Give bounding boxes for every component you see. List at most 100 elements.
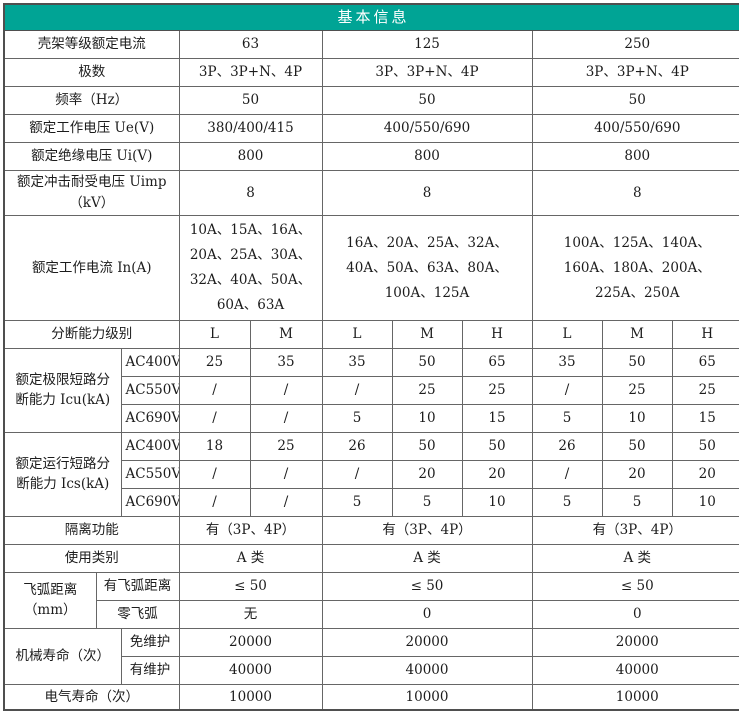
value-cell: 35 [321,347,393,377]
value-cell: 50 [671,431,739,461]
value-cell: 3P、3P+N、4P [321,58,533,88]
sub-label: 有飞弧距离 [95,571,180,601]
row-label: 使用类别 [3,543,180,573]
value-cell: 0 [321,599,533,629]
value-cell: / [178,487,251,517]
value-cell: 50 [391,347,463,377]
row-frame-current: 壳架等级额定电流 63 125 250 [3,30,739,60]
value-cell: 5 [531,403,603,433]
value-cell: / [249,403,323,433]
value-cell: 400/550/690 [531,114,739,144]
value-cell: 10000 [178,683,323,711]
row-ics-ac550: AC550V / / / 20 20 / 20 20 [4,459,739,489]
row-ui: 额定绝缘电压 Ui(V) 800 800 800 [3,142,739,172]
value-cell: 10 [461,487,533,517]
value-cell: 5 [321,403,393,433]
value-cell: / [178,403,251,433]
value-cell: 8 [321,170,533,217]
group-label-arc: 飞弧距离 （mm） [3,571,97,629]
value-cell: 400/550/690 [321,114,533,144]
level-cell: L [531,319,603,349]
row-label: 额定工作电流 In(A) [3,215,180,321]
spec-table: 基本信息 壳架等级额定电流 63 125 250 极数 3P、3P+N、4P 3… [3,3,739,711]
value-cell: 25 [178,347,251,377]
row-label: 电气寿命（次） [3,683,180,711]
row-rated-current: 额定工作电流 In(A) 10A、15A、16A、20A、25A、30A、32A… [3,215,739,321]
level-cell: L [178,319,251,349]
table-title: 基本信息 [3,3,739,32]
value-cell: 50 [461,431,533,461]
value-cell: / [178,459,251,489]
value-cell: 10 [671,487,739,517]
sub-label: AC400V [120,347,180,377]
level-cell: L [321,319,393,349]
value-cell: 25 [391,375,463,405]
row-label: 隔离功能 [3,515,180,545]
value-cell: 250 [531,30,739,60]
value-cell: 100A、125A、140A、160A、180A、200A、225A、250A [531,215,739,321]
value-cell: 16A、20A、25A、32A、40A、50A、63A、80A、100A、125… [321,215,533,321]
row-label: 额定冲击耐受电压 Uimp （kV） [3,170,180,217]
row-arc-distance: 飞弧距离 （mm） 有飞弧距离 ≤ 50 ≤ 50 ≤ 50 [3,571,739,629]
group-label-icu: 额定极限短路分断能力 Icu(kA) [3,347,122,433]
value-cell: ≤ 50 [531,571,739,601]
value-cell: 20000 [321,627,533,657]
value-cell: 3P、3P+N、4P [178,58,323,88]
value-cell: 26 [531,431,603,461]
value-cell: 50 [321,86,533,116]
row-category: 使用类别 A 类 A 类 A 类 [3,543,739,573]
value-cell: 3P、3P+N、4P [531,58,739,88]
group-label-mech-life: 机械寿命（次） [3,627,122,685]
value-cell: 0 [531,599,739,629]
row-zero-arc: 零飞弧 无 0 0 [4,599,739,629]
value-cell: 63 [178,30,323,60]
value-cell: / [321,375,393,405]
value-cell: 10A、15A、16A、20A、25A、30A、32A、40A、50A、60A、… [178,215,323,321]
value-cell: / [178,375,251,405]
level-cell: M [391,319,463,349]
value-cell: 25 [671,375,739,405]
value-cell: / [249,459,323,489]
row-ue: 额定工作电压 Ue(V) 380/400/415 400/550/690 400… [3,114,739,144]
value-cell: / [531,459,603,489]
value-cell: 5 [391,487,463,517]
level-cell: H [461,319,533,349]
row-label: 额定工作电压 Ue(V) [3,114,180,144]
sub-label: 有维护 [120,655,180,685]
value-cell: 8 [531,170,739,217]
value-cell: A 类 [321,543,533,573]
row-label: 额定绝缘电压 Ui(V) [3,142,180,172]
value-cell: 18 [178,431,251,461]
level-cell: M [249,319,323,349]
value-cell: 65 [461,347,533,377]
value-cell: 有（3P、4P） [178,515,323,545]
sub-label: AC690V [120,487,180,517]
value-cell: ≤ 50 [178,571,323,601]
value-cell: 10000 [321,683,533,711]
table-header-row: 基本信息 [3,3,739,32]
level-cell: M [601,319,673,349]
row-frequency: 频率（Hz） 50 50 50 [3,86,739,116]
value-cell: 50 [391,431,463,461]
level-cell: H [671,319,739,349]
value-cell: 65 [671,347,739,377]
value-cell: 26 [321,431,393,461]
value-cell: / [321,459,393,489]
sub-label: AC550V [120,375,180,405]
row-label: 壳架等级额定电流 [3,30,180,60]
value-cell: 40000 [321,655,533,685]
sub-label: 零飞弧 [95,599,180,629]
row-elec-life: 电气寿命（次） 10000 10000 10000 [3,683,739,711]
value-cell: 50 [531,86,739,116]
value-cell: 10000 [531,683,739,711]
value-cell: 800 [531,142,739,172]
row-ics-ac690: AC690V / / 5 5 10 5 5 10 [4,487,739,517]
value-cell: 有（3P、4P） [531,515,739,545]
row-label: 极数 [3,58,180,88]
value-cell: 380/400/415 [178,114,323,144]
sub-label: AC550V [120,459,180,489]
value-cell: 20 [671,459,739,489]
group-label-ics: 额定运行短路分断能力 Ics(kA) [3,431,122,517]
value-cell: 35 [531,347,603,377]
value-cell: ≤ 50 [321,571,533,601]
